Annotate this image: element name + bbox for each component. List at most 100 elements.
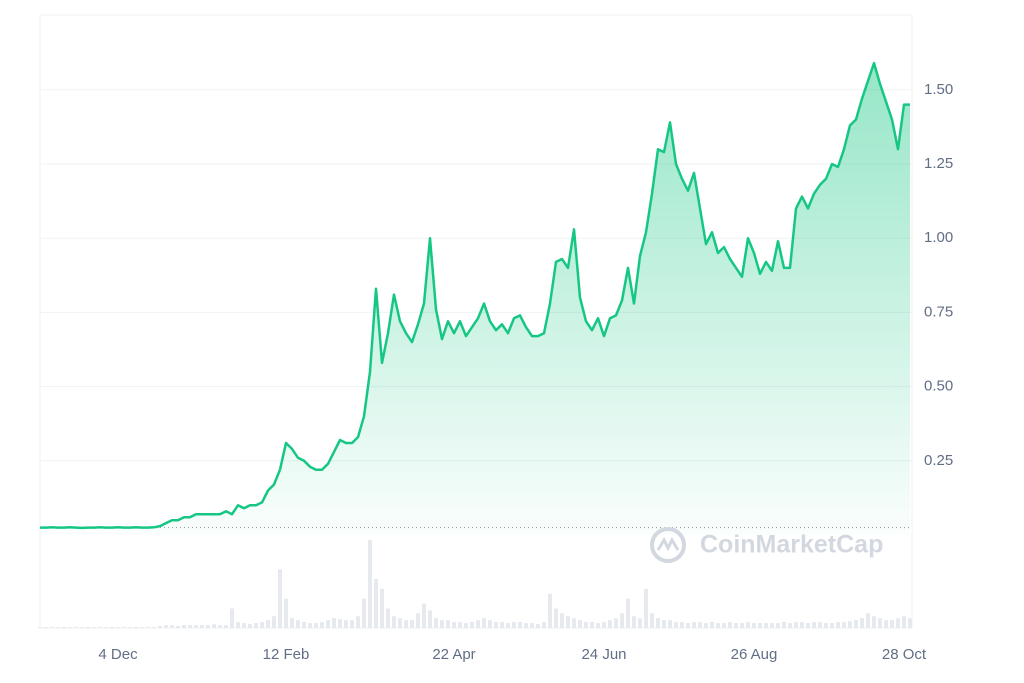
volume-bar	[284, 598, 288, 628]
volume-bar	[764, 623, 768, 628]
volume-bar	[212, 624, 216, 628]
volume-bar	[596, 623, 600, 628]
volume-bar	[722, 623, 726, 628]
volume-bar	[746, 622, 750, 628]
volume-bar	[656, 618, 660, 628]
volume-bar	[332, 618, 336, 628]
volume-bar	[392, 616, 396, 628]
volume-bar	[440, 620, 444, 628]
volume-bar	[458, 622, 462, 628]
volume-bar	[818, 622, 822, 628]
volume-bar	[848, 621, 852, 628]
volume-bar	[770, 623, 774, 628]
y-tick-label: 1.00	[924, 229, 953, 246]
volume-bar	[524, 623, 528, 628]
volume-bar	[326, 620, 330, 628]
volume-bar	[788, 623, 792, 628]
volume-bar	[242, 623, 246, 628]
volume-bar	[44, 627, 48, 628]
volume-bar	[896, 618, 900, 628]
x-tick-label: 26 Aug	[731, 646, 778, 663]
volume-bar	[530, 623, 534, 628]
volume-bar	[98, 627, 102, 628]
volume-bar	[536, 624, 540, 628]
volume-bar	[38, 627, 42, 628]
volume-bar	[824, 623, 828, 628]
watermark-logo-mark	[656, 536, 680, 552]
volume-bar	[188, 625, 192, 628]
axis-labels: 0.25 0.50 0.75 1.00 1.25 1.50 4 Dec 12 Feb 22 Ap…	[98, 81, 953, 663]
volume-bar	[296, 620, 300, 628]
watermark: CoinMarketCap	[650, 527, 883, 563]
volume-bar	[350, 620, 354, 628]
volume-bar	[728, 622, 732, 628]
volume-bar	[374, 579, 378, 628]
volume-bar	[278, 569, 282, 628]
volume-bar	[230, 608, 234, 628]
volume-bar	[128, 627, 132, 628]
volume-bar	[506, 623, 510, 628]
volume-bar	[386, 608, 390, 628]
volume-bar	[470, 622, 474, 628]
volume-bar	[872, 616, 876, 628]
volume-bar	[716, 623, 720, 628]
x-tick-label: 22 Apr	[432, 646, 475, 663]
volume-bar	[878, 618, 882, 628]
volume-bar	[206, 625, 210, 628]
volume-bar	[908, 618, 912, 628]
volume-bar	[176, 626, 180, 628]
y-tick-label: 1.50	[924, 81, 953, 98]
volume-bar	[494, 622, 498, 628]
volume-bar	[398, 618, 402, 628]
y-tick-label: 0.50	[924, 378, 953, 395]
volume-bar	[800, 622, 804, 628]
volume-bar	[254, 623, 258, 628]
volume-bar	[302, 622, 306, 628]
y-tick-label: 1.25	[924, 155, 953, 172]
volume-bar	[698, 622, 702, 628]
volume-bar	[200, 625, 204, 628]
volume-bar	[62, 627, 66, 628]
volume-bar	[674, 622, 678, 628]
volume-bar	[182, 625, 186, 628]
volume-bar	[422, 603, 426, 628]
volume-bar	[626, 598, 630, 628]
volume-bar	[272, 616, 276, 628]
volume-bar	[146, 627, 150, 628]
volume-bar	[410, 620, 414, 628]
volume-bar	[710, 622, 714, 628]
volume-bar	[158, 626, 162, 628]
volume-bar	[560, 613, 564, 628]
volume-bar	[74, 627, 78, 628]
volume-bar	[446, 620, 450, 628]
volume-bar	[590, 622, 594, 628]
volume-bar	[368, 540, 372, 628]
volume-bar	[110, 627, 114, 628]
volume-bar	[806, 623, 810, 628]
volume-bar	[236, 622, 240, 628]
x-tick-label: 28 Oct	[882, 646, 927, 663]
y-tick-label: 0.25	[924, 452, 953, 469]
volume-bar	[650, 613, 654, 628]
volume-bar	[140, 627, 144, 628]
volume-bar	[194, 625, 198, 628]
volume-bar	[404, 620, 408, 628]
volume-bar	[92, 627, 96, 628]
volume-bar	[668, 620, 672, 628]
area-fill	[40, 63, 910, 535]
volume-bar	[56, 627, 60, 628]
volume-bar	[224, 625, 228, 628]
volume-bar	[758, 623, 762, 628]
volume-bar	[428, 610, 432, 628]
volume-bar	[248, 624, 252, 628]
volume-bar	[164, 625, 168, 628]
volume-bar	[500, 622, 504, 628]
volume-bar	[686, 623, 690, 628]
volume-bar	[704, 623, 708, 628]
volume-bar	[782, 622, 786, 628]
volume-bars	[38, 540, 912, 628]
volume-bar	[338, 619, 342, 628]
volume-bar	[80, 627, 84, 628]
volume-bar	[692, 622, 696, 628]
